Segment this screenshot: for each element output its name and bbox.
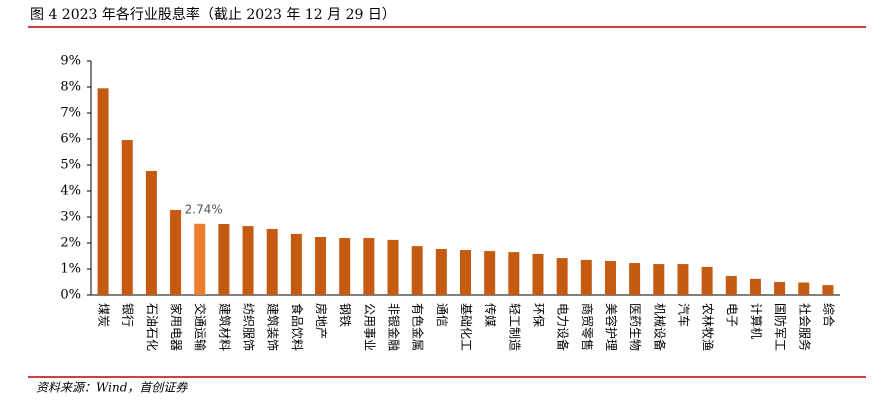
x-tick-label: 商贸零售	[580, 303, 595, 351]
x-tick-label: 环保	[531, 303, 545, 327]
x-tick-label: 石油石化	[145, 303, 159, 351]
x-tick-label: 轻工制造	[507, 303, 521, 351]
x-tick-label: 钢铁	[338, 303, 352, 327]
bar	[339, 238, 351, 295]
x-tick-label: 汽车	[676, 303, 691, 327]
bar	[798, 282, 810, 295]
x-tick-label: 社会服务	[797, 303, 812, 351]
y-tick-label: 6%	[60, 132, 81, 147]
x-tick-label: 煤炭	[97, 303, 111, 327]
bar	[653, 264, 665, 295]
x-tick-label: 农林牧渔	[701, 303, 715, 351]
bar	[604, 260, 616, 295]
bar	[822, 285, 834, 295]
bar	[749, 278, 761, 295]
y-tick-label: 4%	[60, 184, 81, 199]
y-tick-label: 9%	[60, 54, 81, 69]
x-tick-label: 公用事业	[362, 303, 376, 351]
x-tick-label: 计算机	[749, 303, 764, 339]
y-tick-label: 8%	[60, 80, 81, 95]
x-tick-label: 电子	[725, 303, 739, 327]
x-tick-label: 非银金融	[387, 303, 402, 351]
x-tick-label: 机械设备	[652, 303, 667, 351]
x-tick-label: 食品饮料	[290, 303, 305, 351]
x-tick-label: 美容护理	[604, 303, 619, 351]
x-tick-label: 银行	[121, 303, 135, 327]
bar	[556, 258, 568, 295]
bar	[532, 253, 544, 295]
y-tick-label: 3%	[60, 210, 81, 225]
bar	[484, 251, 496, 295]
bar	[266, 228, 278, 295]
value-label: 2.74%	[185, 202, 223, 216]
bar	[774, 282, 786, 295]
bar	[435, 248, 447, 295]
bar	[145, 170, 157, 295]
y-tick-label: 7%	[60, 106, 81, 121]
y-tick-label: 1%	[60, 262, 81, 277]
bar	[629, 263, 641, 295]
bar	[194, 223, 206, 295]
bar	[460, 250, 471, 295]
x-tick-label: 医药生物	[628, 303, 642, 351]
x-tick-label: 国防军工	[773, 303, 788, 351]
x-tick-label: 基础化工	[459, 303, 473, 351]
bar	[508, 252, 520, 295]
bar	[121, 140, 133, 295]
bar	[170, 209, 182, 295]
bar	[97, 88, 109, 295]
bar	[701, 266, 713, 295]
x-tick-label: 建筑材料	[217, 303, 232, 351]
bar	[363, 238, 375, 295]
y-tick-label: 0%	[60, 288, 81, 303]
x-tick-label: 有色金属	[411, 303, 426, 351]
bar	[290, 233, 302, 295]
x-tick-label: 建筑装饰	[266, 303, 281, 351]
bar	[218, 224, 230, 295]
bar	[580, 259, 592, 295]
chart-title: 图 4 2023 年各行业股息率（截止 2023 年 12 月 29 日）	[30, 6, 396, 23]
bar	[242, 226, 254, 295]
y-tick-label: 5%	[60, 158, 81, 173]
x-tick-label: 综合	[821, 303, 836, 327]
x-tick-label: 电力设备	[556, 303, 570, 351]
x-tick-label: 家用电器	[169, 303, 184, 351]
source: 资料来源：Wind，首创证券	[36, 381, 188, 395]
bar	[725, 276, 737, 295]
bar	[315, 237, 327, 295]
bar	[677, 264, 689, 295]
bar	[387, 239, 399, 295]
bar	[411, 246, 423, 295]
x-tick-label: 房地产	[314, 303, 329, 339]
x-tick-label: 通信	[435, 303, 449, 327]
y-tick-label: 2%	[60, 236, 81, 251]
x-tick-label: 纺织服饰	[242, 303, 256, 351]
x-tick-label: 交通运输	[193, 303, 208, 351]
x-tick-label: 传媒	[483, 303, 498, 327]
